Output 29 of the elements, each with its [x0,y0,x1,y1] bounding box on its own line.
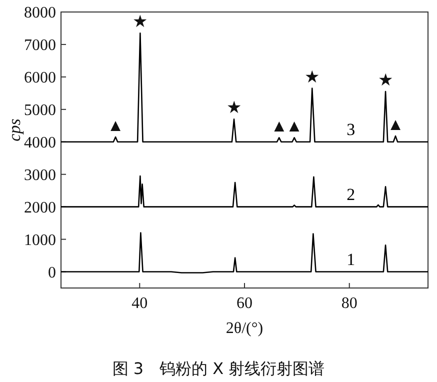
annotation: ▲ [387,115,404,134]
x-tick-label: 80 [341,295,358,312]
series-label: 1 [346,250,356,269]
annotation: ▲ [286,116,303,136]
y-tick-label: 7000 [24,36,56,54]
annotation: ★ [378,70,394,90]
y-tick-label: 6000 [24,69,56,86]
y-axis-title: cps [5,118,24,142]
y-tick-label: 4000 [24,134,56,152]
text: 图 3 钨粉的 X 射线衍射图谱 [112,359,325,378]
y-tick-label: 5000 [24,102,56,119]
line-series [61,232,428,274]
series-label: 2 [346,184,356,204]
series-label: 3 [346,120,356,139]
y-tick-label: 1000 [24,232,56,249]
x-tick-label: 40 [132,295,148,312]
annotation: ▲ [107,116,124,136]
x-tick-label: 60 [236,295,252,312]
x-axis-title: 2θ/(°) [226,320,264,337]
annotation: ▲ [270,116,288,136]
annotation: ★ [132,12,148,32]
y-tick-label: 3000 [24,166,56,184]
annotation: ★ [226,98,242,118]
line-series [61,32,428,143]
y-tick-label: 2000 [24,199,56,216]
annotation: ★ [304,67,320,86]
y-tick-label: 8000 [24,4,56,22]
line-series [61,175,428,208]
y-tick-label: 0 [48,264,56,282]
